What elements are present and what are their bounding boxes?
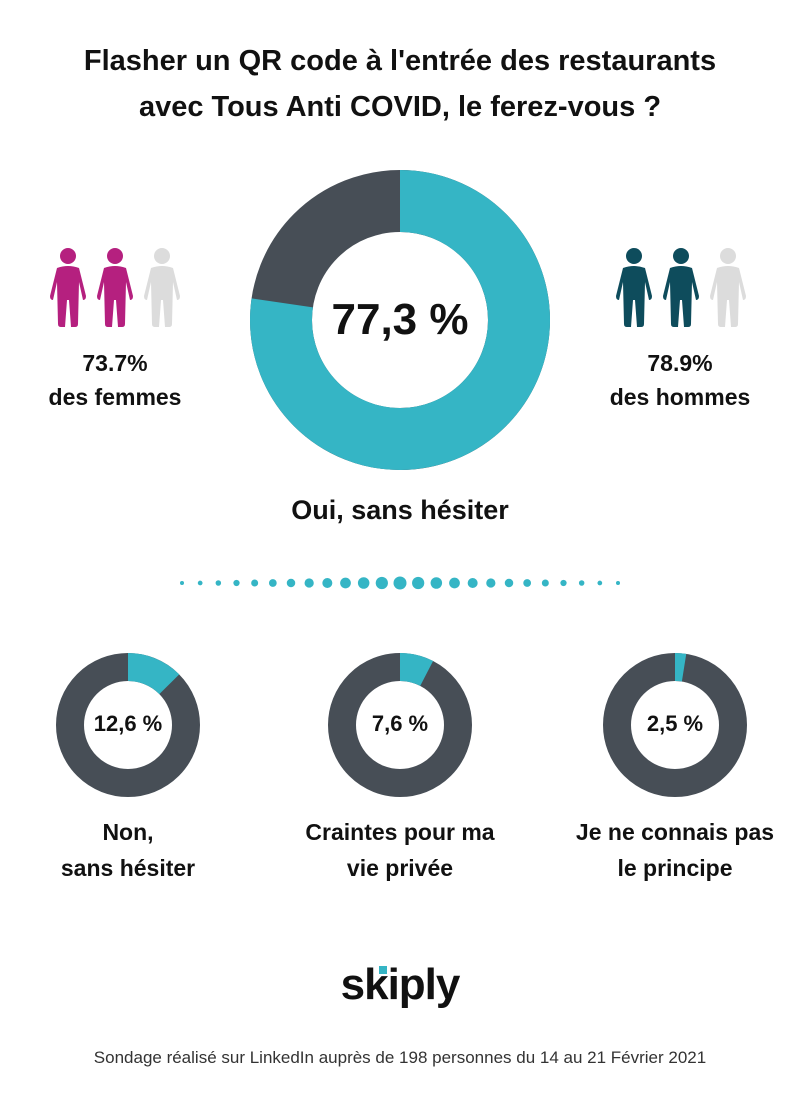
divider-dot [180, 581, 184, 585]
divider-dot [393, 576, 407, 590]
donut-non-percentage: 12,6 % [93, 711, 163, 736]
divider-dot [268, 579, 277, 587]
divider-dot [233, 579, 240, 587]
logo-accent-mark [379, 966, 387, 974]
donut-craintes-percentage: 7,6 % [371, 711, 429, 736]
divider-dot [375, 576, 388, 590]
divider-dot [523, 579, 532, 587]
main-label: Oui, sans hésiter [291, 495, 509, 525]
donut-connais-value-slice [675, 653, 687, 682]
main-donut-chart [250, 170, 550, 470]
donut-je-ne-connais-pas [603, 653, 747, 797]
donut-non-label: Non, sans hésiter [0, 814, 258, 886]
footnote: Sondage réalisé sur LinkedIn auprès de 1… [93, 1048, 707, 1067]
men-percentage: 78.9% [647, 350, 713, 376]
divider-dot [215, 580, 222, 586]
divider-dot [197, 580, 203, 586]
women-people-icon [50, 248, 180, 327]
man-icon [663, 248, 699, 327]
donut-craintes-label-line1: Craintes pour ma [305, 819, 495, 845]
divider-dot [504, 578, 514, 588]
divider-dot [322, 578, 333, 588]
donut-non-value-slice [128, 653, 180, 695]
divider-dot [412, 576, 425, 590]
woman-icon [50, 248, 86, 327]
divider-dot [560, 579, 567, 587]
divider-dot [578, 580, 585, 586]
donut-connais-label-line1: Je ne connais pas [575, 819, 775, 845]
person-icon [144, 248, 180, 327]
divider-dot [449, 577, 460, 589]
divider-dot [597, 580, 603, 586]
divider-dot [340, 577, 351, 589]
donut-non-label-line2: sans hésiter [60, 855, 196, 881]
donut-craintes-label: Craintes pour ma vie privée [270, 814, 530, 886]
women-label: des femmes [48, 384, 182, 410]
skiply-logo: skiply [340, 960, 461, 1009]
man-icon [616, 248, 652, 327]
divider-dot [286, 578, 296, 588]
title-line-1: Flasher un QR code à l'entrée des restau… [83, 45, 717, 77]
divider-dot [486, 578, 496, 588]
divider-dot [541, 579, 549, 587]
men-people-icon [616, 248, 746, 327]
divider-dot [304, 578, 314, 588]
divider-dot [616, 581, 620, 585]
main-percentage: 77,3 % [331, 295, 469, 344]
donut-craintes-value-slice [400, 653, 434, 686]
divider-dot [251, 579, 259, 587]
divider-dot [357, 577, 370, 589]
donut-connais-label-line2: le principe [617, 855, 733, 881]
women-stat: 73.7% des femmes [20, 346, 210, 414]
divider-dot [467, 578, 478, 588]
men-label: des hommes [609, 384, 751, 410]
donut-non-label-line1: Non, [102, 819, 154, 845]
dotted-divider [180, 576, 620, 590]
donut-craintes-label-line2: vie privée [346, 855, 454, 881]
person-icon [710, 248, 746, 327]
women-percentage: 73.7% [82, 350, 148, 376]
donut-craintes [328, 653, 472, 797]
donut-connais-percentage: 2,5 % [646, 711, 704, 736]
donut-connais-label: Je ne connais pas le principe [545, 814, 800, 886]
donut-non-sans-hesiter [56, 653, 200, 797]
men-stat: 78.9% des hommes [585, 346, 775, 414]
title-line-2: avec Tous Anti COVID, le ferez-vous ? [138, 91, 662, 123]
chart-title: Flasher un QR code à l'entrée des restau… [20, 38, 780, 130]
main-donut-value-slice [250, 170, 550, 470]
divider-dot [430, 577, 443, 589]
woman-icon [97, 248, 133, 327]
